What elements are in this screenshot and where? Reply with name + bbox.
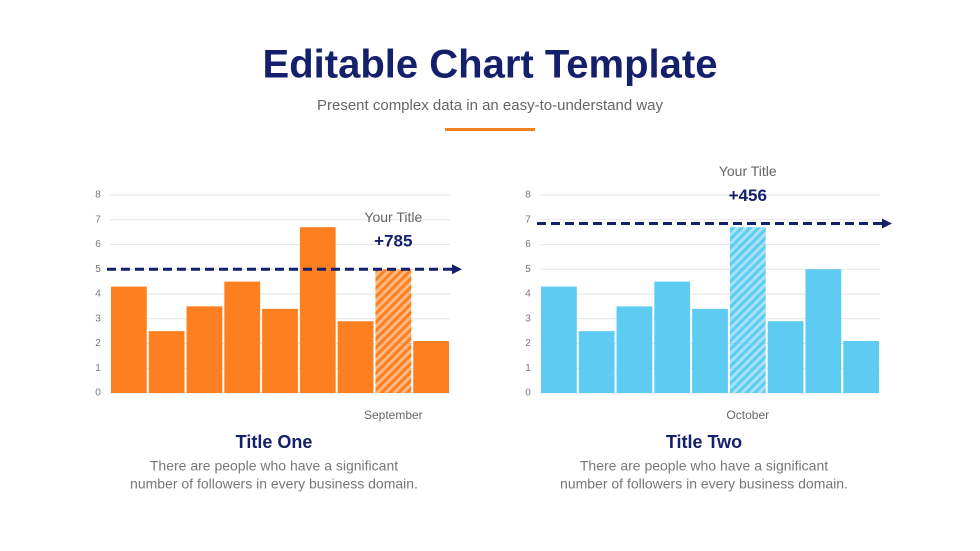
y-tick-label: 0 <box>95 388 101 399</box>
bar <box>843 341 879 393</box>
bar <box>541 286 577 393</box>
bar <box>616 306 653 393</box>
y-tick-label: 0 <box>525 388 531 399</box>
bar <box>413 341 449 393</box>
chart-description: number of followers in every business do… <box>560 476 848 492</box>
chart-description: number of followers in every business do… <box>130 476 418 492</box>
y-tick-label: 2 <box>525 338 531 349</box>
annotation-label: Your Title <box>364 209 422 225</box>
bar <box>299 227 336 393</box>
annotation-value: +785 <box>374 232 412 251</box>
y-tick-label: 4 <box>95 289 101 300</box>
y-tick-label: 8 <box>95 190 101 201</box>
chart-title: Title One <box>236 432 313 452</box>
y-tick-label: 1 <box>95 363 101 374</box>
chart-description: There are people who have a significant <box>150 458 398 474</box>
y-tick-label: 5 <box>95 264 101 275</box>
title-underline <box>445 128 535 131</box>
x-tick-label: October <box>726 408 769 422</box>
y-tick-label: 7 <box>525 214 531 225</box>
y-tick-label: 3 <box>525 313 531 324</box>
annotation-label: Your Title <box>719 163 777 179</box>
y-tick-label: 4 <box>525 289 531 300</box>
bar <box>375 269 412 393</box>
annotation-value: +456 <box>729 186 767 205</box>
reference-arrow <box>882 218 892 229</box>
x-tick-label: September <box>364 408 423 422</box>
y-tick-label: 6 <box>95 239 101 250</box>
bar <box>729 227 766 393</box>
y-tick-label: 6 <box>525 239 531 250</box>
bar <box>767 321 804 393</box>
bar <box>654 281 691 393</box>
y-tick-label: 2 <box>95 338 101 349</box>
y-tick-label: 8 <box>525 190 531 201</box>
bar <box>578 331 615 393</box>
bar <box>224 281 261 393</box>
reference-arrow <box>452 264 462 275</box>
bar <box>337 321 374 393</box>
bar <box>148 331 185 393</box>
bar <box>186 306 223 393</box>
slide-subtitle: Present complex data in an easy-to-under… <box>317 97 664 114</box>
bar <box>692 308 728 393</box>
chart-title: Title Two <box>666 432 742 452</box>
bar <box>111 286 147 393</box>
chart-description: There are people who have a significant <box>580 458 828 474</box>
y-tick-label: 7 <box>95 214 101 225</box>
bar <box>262 308 298 393</box>
y-tick-label: 3 <box>95 313 101 324</box>
y-tick-label: 5 <box>525 264 531 275</box>
slide-title: Editable Chart Template <box>263 43 718 87</box>
bar <box>805 269 842 393</box>
y-tick-label: 1 <box>525 363 531 374</box>
